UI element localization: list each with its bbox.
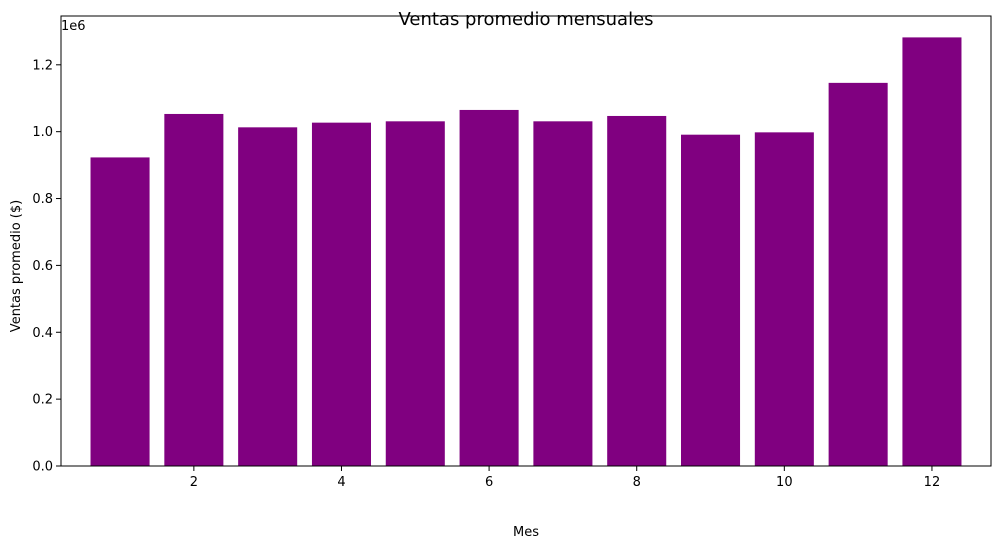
- y-axis-label: Ventas promedio ($): [9, 200, 24, 332]
- y-tick-label: 0.6: [32, 259, 53, 274]
- x-axis-ticks: 2 4 6 8 10 12: [190, 466, 941, 490]
- x-axis-label: Mes: [513, 525, 539, 540]
- plot-frame: [60, 15, 992, 467]
- x-tick-label: 6: [485, 475, 493, 490]
- bar-month-6: [459, 109, 519, 467]
- bar-month-10: [754, 132, 814, 466]
- bar-month-2: [164, 113, 224, 466]
- bar-month-11: [828, 82, 888, 467]
- x-tick-label: 12: [924, 475, 941, 490]
- x-tick-label: 10: [776, 475, 793, 490]
- bar-month-9: [681, 134, 741, 466]
- y-axis-ticks: 0.0 0.2 0.4 0.6 0.8 1.0 1.2: [32, 58, 61, 475]
- x-tick-label: 8: [633, 475, 641, 490]
- y-tick-label: 0.2: [32, 393, 53, 408]
- y-axis-offset-label: 1e6: [61, 19, 86, 34]
- bar-month-3: [238, 127, 298, 466]
- y-tick-label: 0.4: [32, 326, 53, 341]
- y-tick-label: 0.8: [32, 192, 53, 207]
- bars-group: [90, 37, 962, 467]
- y-tick-label: 0.0: [32, 460, 53, 475]
- y-tick-label: 1.2: [32, 58, 53, 73]
- x-tick-label: 2: [190, 475, 198, 490]
- bar-month-12: [902, 37, 962, 467]
- y-tick-label: 1.0: [32, 125, 53, 140]
- x-tick-label: 4: [337, 475, 345, 490]
- chart-title: Ventas promedio mensuales: [398, 9, 653, 30]
- bar-month-5: [385, 121, 445, 466]
- bar-month-8: [607, 115, 667, 466]
- bar-month-1: [90, 157, 150, 467]
- bar-month-7: [533, 121, 593, 466]
- bar-month-4: [311, 122, 371, 467]
